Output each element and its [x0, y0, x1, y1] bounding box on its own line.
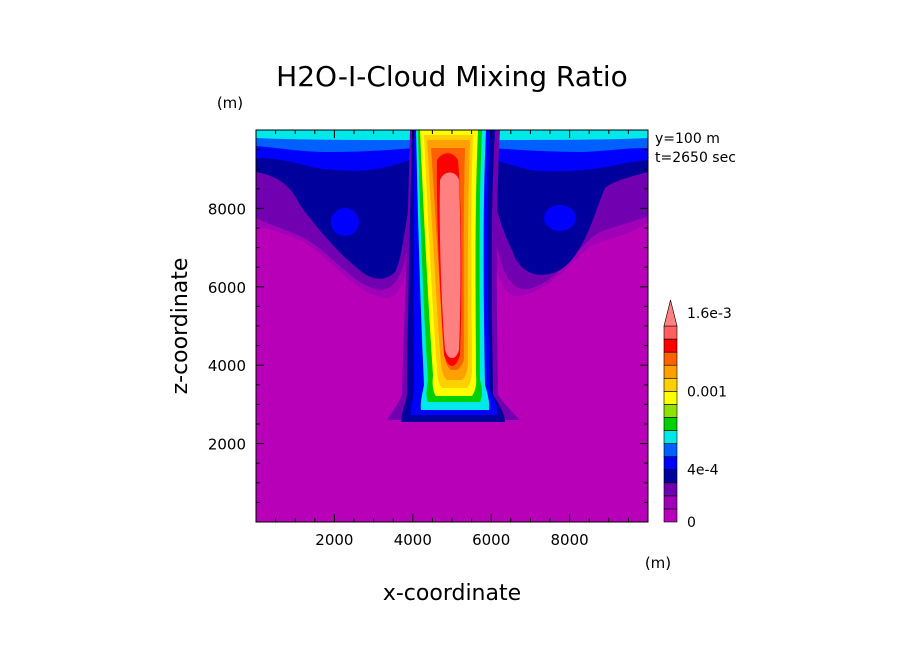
y-tick-label: 4000	[208, 357, 246, 375]
colorbar: 0 4e-4 0.001 1.6e-3	[663, 299, 732, 531]
x-tick-label: 4000	[394, 531, 432, 549]
colorbar-segment	[663, 338, 678, 353]
colorbar-segment	[663, 417, 678, 431]
colorbar-tick-label: 1.6e-3	[687, 306, 732, 322]
y-tick-label: 2000	[208, 436, 246, 454]
colorbar-extend-triangle	[663, 299, 678, 327]
colorbar-segment	[663, 456, 678, 471]
colorbar-segment	[663, 391, 678, 405]
x-tick-label: 2000	[315, 531, 353, 549]
colorbar-segment	[663, 508, 678, 523]
x-unit-label: (m)	[645, 554, 671, 572]
x-tick-label: 8000	[551, 531, 589, 549]
y-tick-label: 8000	[208, 200, 246, 218]
colorbar-segment	[663, 364, 678, 379]
colorbar-segment	[663, 430, 678, 444]
contour-field	[256, 130, 648, 522]
colorbar-segment	[663, 404, 678, 418]
annotation-t: t=2650 sec	[655, 150, 736, 166]
contour-core-11	[439, 172, 461, 358]
colorbar-segment	[663, 443, 678, 457]
x-axis-title: x-coordinate	[383, 581, 521, 606]
y-tick-label: 6000	[208, 279, 246, 297]
colorbar-segment	[663, 325, 678, 340]
colorbar-segment	[663, 495, 678, 510]
y-axis-title: z-coordinate	[168, 258, 193, 395]
colorbar-segment	[663, 377, 678, 392]
chart-title: H2O-I-Cloud Mixing Ratio	[276, 60, 628, 93]
x-tick-label: 6000	[472, 531, 510, 549]
contour-blob-left	[331, 208, 359, 236]
y-axis-ticks: 2000 4000 6000 8000	[208, 149, 648, 503]
colorbar-segment	[663, 351, 678, 366]
contour-blob-right	[544, 205, 576, 231]
colorbar-segment	[663, 469, 678, 484]
colorbar-segment	[663, 482, 678, 497]
colorbar-tick-label: 0.001	[687, 384, 727, 400]
y-unit-label: (m)	[217, 94, 243, 112]
annotation-y: y=100 m	[655, 131, 720, 147]
colorbar-tick-label: 4e-4	[687, 463, 719, 479]
colorbar-tick-label: 0	[687, 515, 696, 531]
x-axis-ticks: 2000 4000 6000 8000	[275, 130, 629, 549]
